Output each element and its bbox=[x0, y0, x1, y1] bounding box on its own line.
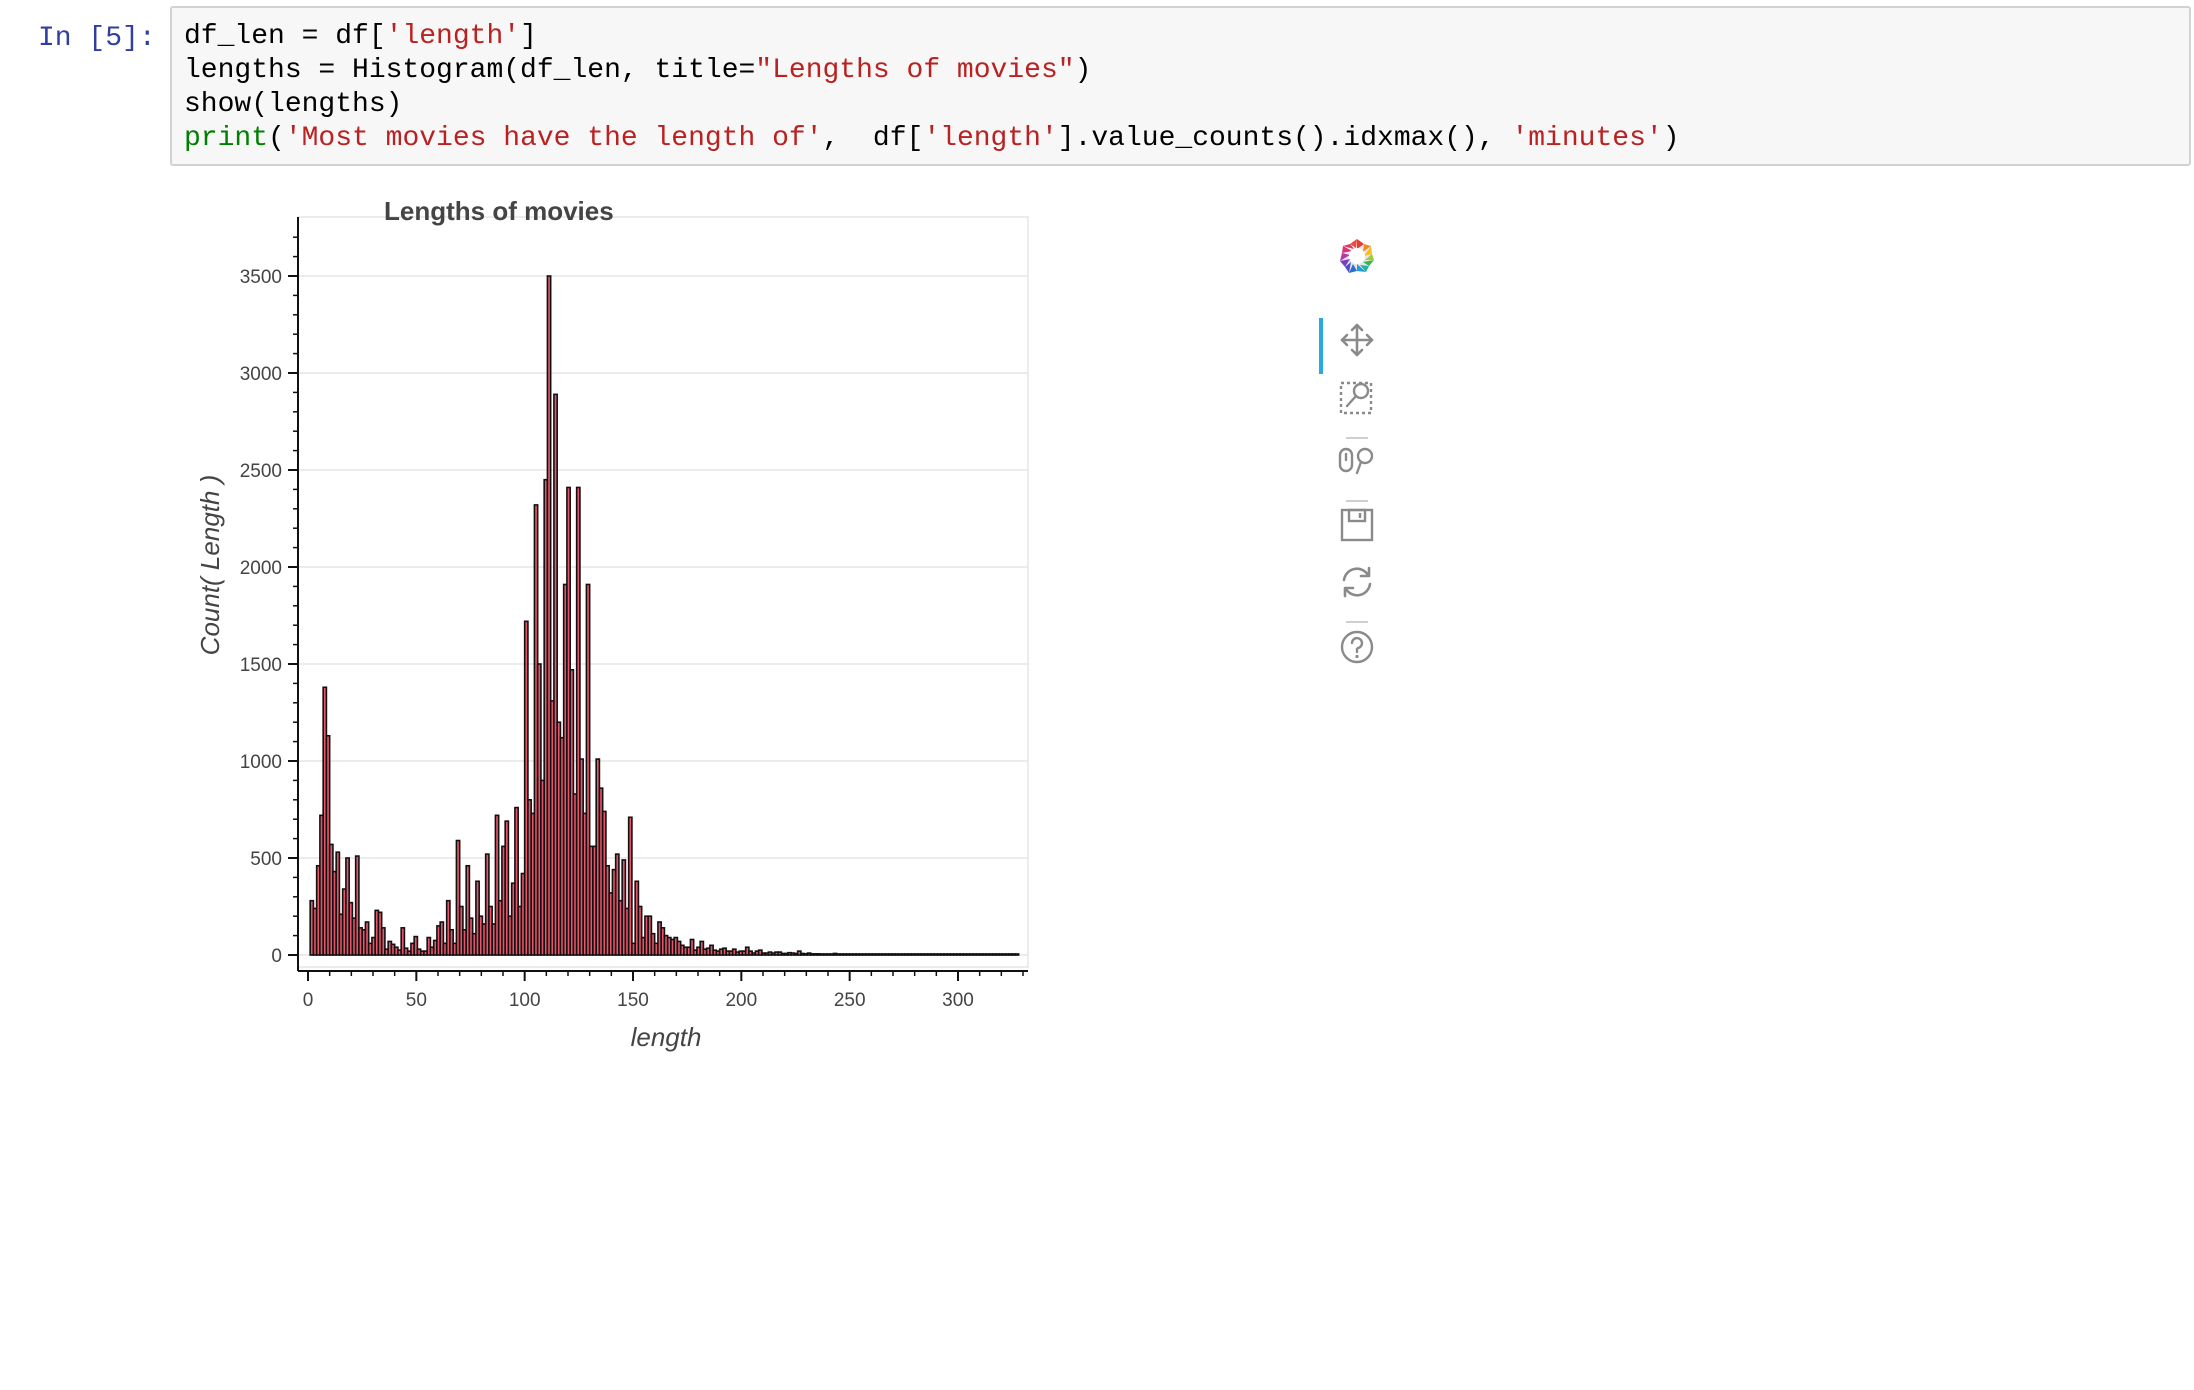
histogram-bar bbox=[484, 853, 490, 956]
histogram-bar bbox=[380, 927, 386, 956]
histogram-bar bbox=[1014, 953, 1020, 956]
y-tick-label: 500 bbox=[250, 849, 282, 870]
code-string-token: "Lengths of movies" bbox=[755, 55, 1075, 86]
x-tick-label: 50 bbox=[406, 990, 427, 1011]
code-token: lengths = Histogram(df_len, title= bbox=[184, 55, 756, 86]
plot-toolbar bbox=[1319, 230, 1392, 830]
active-tool-indicator bbox=[1319, 318, 1323, 374]
histogram-bar bbox=[546, 275, 552, 956]
code-token: show(lengths) bbox=[184, 89, 403, 120]
y-tick-label: 0 bbox=[271, 946, 282, 967]
code-token: ].value_counts().idxmax(), bbox=[1057, 123, 1512, 154]
y-tick-label: 1000 bbox=[240, 752, 282, 773]
code-line: df_len = df['length'] bbox=[184, 20, 2177, 54]
toolbar-divider bbox=[1346, 437, 1368, 439]
x-tick-label: 0 bbox=[303, 990, 314, 1011]
code-token: ( bbox=[268, 123, 285, 154]
histogram-bar bbox=[621, 859, 627, 956]
code-line: lengths = Histogram(df_len, title="Lengt… bbox=[184, 54, 2177, 88]
histogram-bar bbox=[413, 935, 419, 956]
bokeh-logo-icon[interactable] bbox=[1322, 232, 1392, 280]
histogram-bar bbox=[689, 938, 695, 956]
histogram-bar bbox=[514, 806, 519, 956]
code-string-token: 'Most movies have the length of' bbox=[284, 123, 823, 154]
x-tick-label: 200 bbox=[725, 990, 757, 1011]
plot-frame bbox=[297, 216, 1029, 968]
y-axis-label: Count( Length ) bbox=[195, 475, 225, 656]
help-icon[interactable] bbox=[1322, 623, 1392, 671]
x-tick-label: 300 bbox=[942, 990, 974, 1011]
histogram-bar bbox=[637, 905, 643, 956]
code-builtin-token: print bbox=[184, 123, 269, 154]
x-axis-label: length bbox=[631, 1022, 702, 1052]
code-token: ) bbox=[1074, 55, 1092, 86]
histogram-bar bbox=[699, 940, 705, 956]
y-tick-label: 3000 bbox=[240, 364, 282, 385]
x-tick-label: 100 bbox=[509, 990, 541, 1011]
histogram-bar bbox=[426, 936, 432, 956]
code-line: print('Most movies have the length of', … bbox=[184, 122, 2177, 156]
code-token: ) bbox=[1662, 123, 1680, 154]
plot-area: 0 500 1000 1500 2000 2500 3000 3500 0 50 100 150 200… bbox=[195, 216, 1029, 1052]
histogram-bar bbox=[439, 921, 445, 956]
code-line: show(lengths) bbox=[184, 88, 2177, 122]
histogram-bar bbox=[523, 620, 529, 956]
x-tick-label: 150 bbox=[617, 990, 649, 1011]
pan-icon[interactable] bbox=[1322, 316, 1392, 364]
histogram-bar bbox=[553, 393, 558, 956]
histogram-bar bbox=[354, 855, 360, 956]
y-tick-label: 2000 bbox=[240, 558, 282, 579]
code-cell-editor[interactable]: df_len = df['length'] lengths = Histogram… bbox=[170, 6, 2191, 166]
histogram-bar bbox=[364, 921, 370, 956]
wheel-zoom-icon[interactable] bbox=[1322, 437, 1392, 485]
histogram-bar bbox=[575, 486, 581, 956]
histogram-bar bbox=[445, 899, 451, 956]
histogram-plot[interactable]: 0 500 1000 1500 2000 2500 3000 3500 0 50 100 150 200… bbox=[195, 190, 1414, 1390]
code-string-token: 'length' bbox=[923, 123, 1058, 154]
save-icon[interactable] bbox=[1322, 501, 1392, 549]
y-tick-label: 3500 bbox=[240, 267, 282, 288]
code-string-token: 'length' bbox=[385, 21, 521, 52]
histogram-bar bbox=[627, 816, 633, 956]
code-token: , df[ bbox=[822, 123, 924, 154]
histogram-bar bbox=[335, 851, 341, 956]
x-tick-label: 250 bbox=[834, 990, 866, 1011]
histogram-bar bbox=[465, 864, 471, 956]
code-token: ] bbox=[520, 21, 537, 52]
histogram-bar bbox=[449, 928, 454, 956]
y-tick-label: 1500 bbox=[240, 655, 282, 676]
code-token: df_len = df[ bbox=[184, 21, 386, 52]
histogram-bar bbox=[455, 839, 461, 956]
plot-output: 0 500 1000 1500 2000 2500 3000 3500 0 50 100 150 200… bbox=[170, 190, 1420, 1390]
histogram-bar bbox=[504, 820, 510, 956]
chart-title: Lengths of movies bbox=[384, 196, 614, 226]
reset-icon[interactable] bbox=[1322, 558, 1392, 606]
histogram-bar bbox=[400, 927, 406, 956]
code-string-token: 'minutes' bbox=[1511, 123, 1663, 154]
histogram-bar bbox=[585, 583, 591, 956]
y-tick-label: 2500 bbox=[240, 461, 282, 482]
toolbar-divider bbox=[1346, 500, 1368, 502]
toolbar-divider bbox=[1346, 621, 1368, 623]
histogram-bar bbox=[494, 814, 500, 956]
cell-prompt: In [5]: bbox=[38, 23, 156, 54]
box-zoom-icon[interactable] bbox=[1322, 372, 1392, 420]
